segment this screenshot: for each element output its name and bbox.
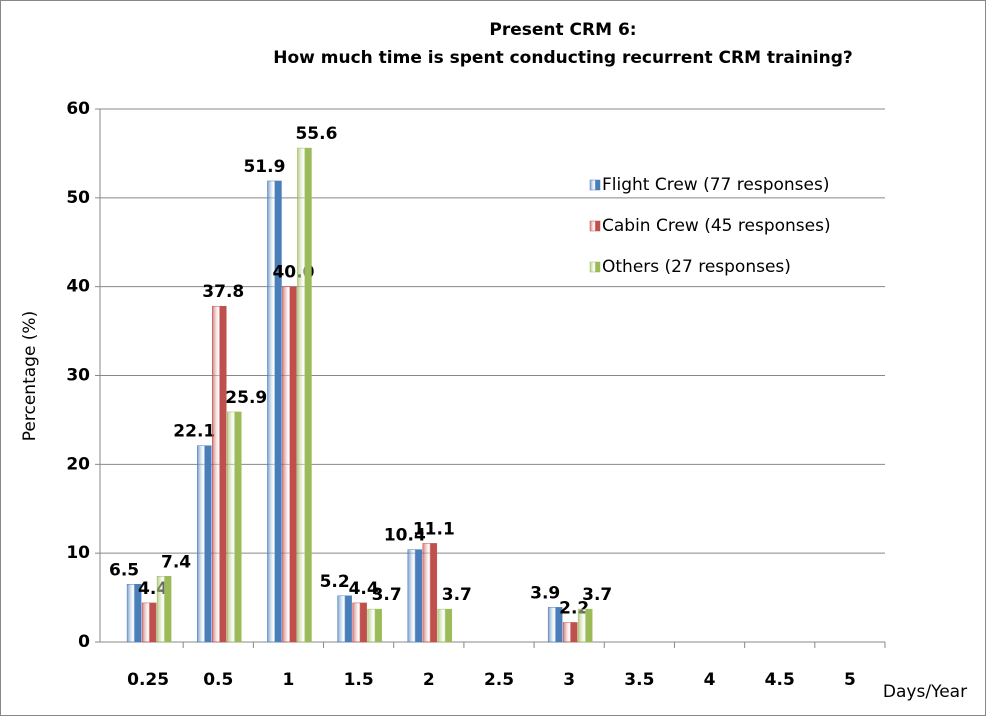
x-tick-label: 0.25 xyxy=(127,670,169,690)
legend-label: Others (27 responses) xyxy=(602,257,791,277)
y-tick-label: 20 xyxy=(66,454,90,474)
data-label: 3.7 xyxy=(582,585,612,605)
data-label: 55.6 xyxy=(295,124,337,144)
x-tick-label: 4.5 xyxy=(765,670,795,690)
x-axis-label: Days/Year xyxy=(883,682,967,702)
x-tick-label: 4 xyxy=(704,670,716,690)
x-tick-label: 0.5 xyxy=(203,670,233,690)
x-tick-label: 5 xyxy=(844,670,856,690)
y-tick-label: 40 xyxy=(66,277,90,297)
bar xyxy=(212,305,227,643)
data-label: 10.4 xyxy=(384,526,426,546)
bar xyxy=(141,602,157,643)
data-label: 25.9 xyxy=(225,388,267,408)
y-tick-label: 60 xyxy=(66,99,90,119)
bar xyxy=(352,602,367,643)
bar xyxy=(227,411,242,643)
x-tick-label: 3 xyxy=(563,670,575,690)
x-tick-label: 3.5 xyxy=(624,670,654,690)
bar xyxy=(197,445,212,643)
bar xyxy=(577,608,593,643)
data-label: 7.4 xyxy=(161,552,191,572)
legend-swatch xyxy=(589,179,601,191)
chart-title: Present CRM 6: xyxy=(489,20,636,40)
bar xyxy=(267,180,282,643)
data-label: 4.4 xyxy=(349,579,379,599)
data-label: 37.8 xyxy=(202,282,244,302)
bar xyxy=(407,549,423,643)
bar xyxy=(437,608,453,643)
x-tick-label: 1.5 xyxy=(344,670,374,690)
bar xyxy=(337,595,352,643)
bar xyxy=(156,576,172,643)
bar xyxy=(126,584,142,643)
data-label: 3.7 xyxy=(372,585,402,605)
data-label: 5.2 xyxy=(320,572,350,592)
bar xyxy=(367,608,382,643)
y-tick-label: 10 xyxy=(66,543,90,563)
legend-label: Flight Crew (77 responses) xyxy=(602,175,829,195)
y-tick-label: 30 xyxy=(66,366,90,386)
bar xyxy=(297,147,312,643)
legend-swatch xyxy=(589,220,601,232)
data-label: 51.9 xyxy=(243,157,285,177)
bar xyxy=(282,286,297,643)
legend-swatch xyxy=(589,261,601,273)
data-label: 22.1 xyxy=(173,422,215,442)
x-tick-label: 2.5 xyxy=(484,670,514,690)
bar xyxy=(422,543,438,643)
data-label: 3.7 xyxy=(442,585,472,605)
x-tick-label: 2 xyxy=(423,670,435,690)
bar xyxy=(547,607,563,643)
x-tick-label: 1 xyxy=(283,670,295,690)
legend-label: Cabin Crew (45 responses) xyxy=(602,216,831,236)
data-label: 11.1 xyxy=(413,519,455,539)
bar xyxy=(562,622,578,643)
y-tick-label: 50 xyxy=(66,188,90,208)
chart-title: How much time is spent conducting recurr… xyxy=(273,48,853,68)
data-label: 3.9 xyxy=(530,583,560,603)
y-tick-label: 0 xyxy=(78,632,90,652)
data-label: 6.5 xyxy=(109,560,139,580)
y-axis-label: Percentage (%) xyxy=(20,311,40,441)
